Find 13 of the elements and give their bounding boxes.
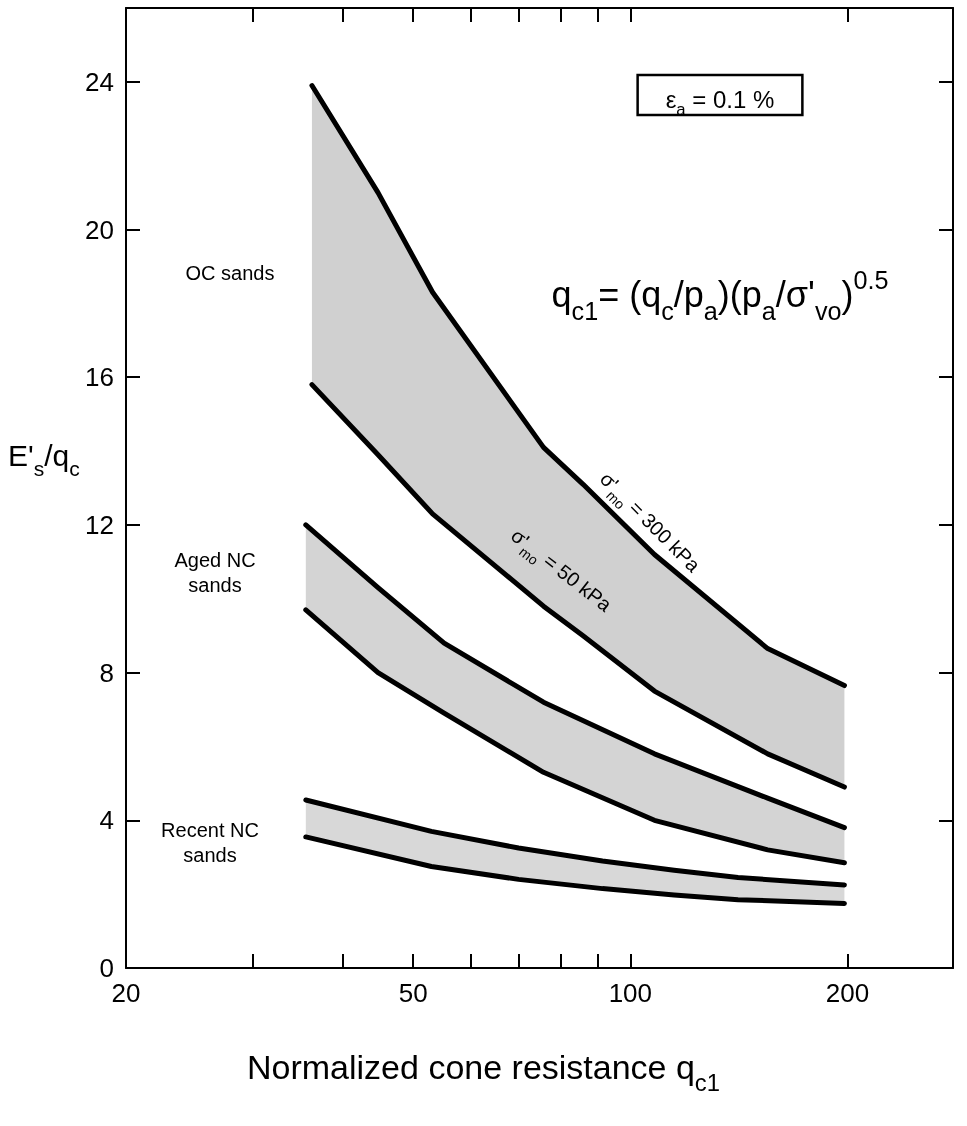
annotation: Recent NC sands [161, 819, 259, 866]
y-tick-label: 20 [85, 214, 114, 245]
x-tick-label: 200 [825, 978, 870, 1008]
annotation: OC sands [185, 261, 275, 284]
y-tick-label: 8 [99, 657, 114, 688]
y-tick-label: 16 [85, 362, 114, 393]
x-tick-label: 100 [608, 978, 653, 1008]
y-tick-label: 12 [85, 509, 114, 540]
y-tick-label: 24 [85, 66, 114, 97]
y-tick-label: 4 [99, 805, 114, 836]
x-tick-label: 50 [398, 978, 428, 1008]
y-tick-label: 0 [99, 953, 114, 983]
annotation: Aged NC sands [174, 549, 256, 596]
